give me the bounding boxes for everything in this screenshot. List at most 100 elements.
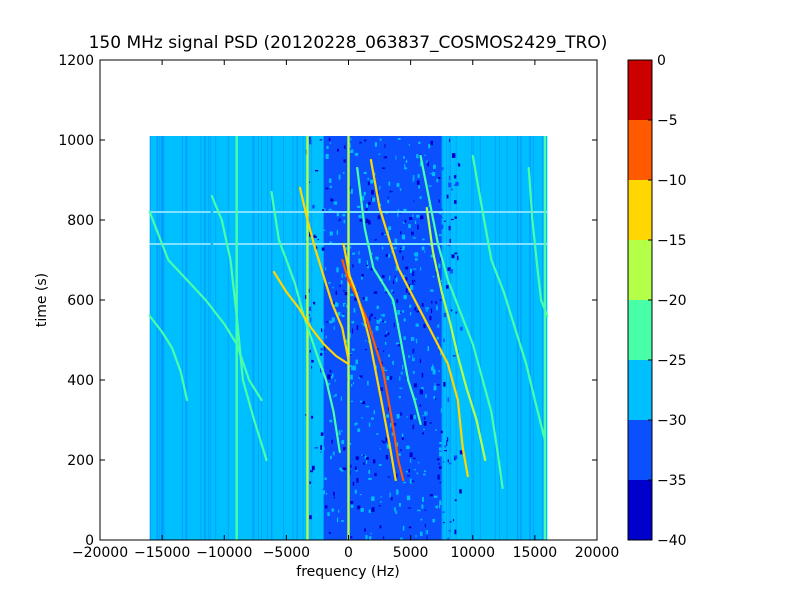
noise-pixel bbox=[365, 535, 368, 540]
noise-pixel bbox=[311, 465, 315, 471]
noise-pixel bbox=[446, 485, 448, 488]
noise-pixel bbox=[319, 180, 323, 185]
y-tick-label: 400 bbox=[67, 373, 94, 389]
noise-pixel bbox=[412, 357, 415, 359]
noise-pixel bbox=[448, 182, 452, 188]
noise-pixel bbox=[387, 196, 389, 199]
noise-pixel bbox=[449, 521, 452, 523]
noise-pixel bbox=[399, 510, 402, 512]
noise-pixel bbox=[376, 240, 380, 244]
noise-pixel bbox=[403, 481, 406, 484]
noise-pixel bbox=[379, 525, 382, 529]
noise-streak bbox=[415, 136, 417, 540]
noise-pixel bbox=[365, 207, 368, 213]
noise-pixel bbox=[372, 459, 376, 464]
noise-pixel bbox=[359, 148, 363, 152]
y-tick-label: 800 bbox=[67, 213, 94, 229]
noise-pixel bbox=[408, 318, 412, 324]
noise-pixel bbox=[435, 226, 439, 232]
noise-pixel bbox=[340, 469, 344, 472]
noise-pixel bbox=[390, 527, 394, 531]
noise-pixel bbox=[320, 222, 322, 227]
noise-pixel bbox=[379, 185, 381, 190]
noise-pixel bbox=[433, 213, 436, 216]
noise-pixel bbox=[364, 139, 367, 142]
noise-pixel bbox=[418, 461, 420, 464]
x-tick-label: 15000 bbox=[513, 545, 558, 561]
colorbar-tick-label: −40 bbox=[657, 533, 687, 549]
noise-pixel bbox=[313, 369, 317, 372]
noise-pixel bbox=[412, 355, 414, 358]
carrier-line bbox=[347, 136, 350, 540]
noise-pixel bbox=[368, 508, 371, 513]
noise-pixel bbox=[448, 462, 452, 465]
noise-pixel bbox=[409, 268, 412, 273]
noise-pixel bbox=[433, 495, 438, 498]
noise-pixel bbox=[419, 404, 422, 407]
noise-pixel bbox=[351, 321, 355, 324]
doppler-track bbox=[369, 158, 469, 478]
noise-pixel bbox=[376, 433, 379, 435]
noise-pixel bbox=[319, 201, 323, 204]
noise-pixel bbox=[419, 196, 422, 199]
noise-pixel bbox=[427, 346, 430, 352]
noise-pixel bbox=[365, 340, 367, 342]
noise-pixel bbox=[367, 380, 369, 386]
noise-pixel bbox=[359, 375, 363, 378]
noise-pixel bbox=[448, 213, 451, 219]
noise-streak bbox=[532, 136, 534, 540]
noise-pixel bbox=[377, 257, 381, 261]
noise-pixel bbox=[374, 472, 377, 477]
noise-pixel bbox=[327, 374, 331, 380]
noise-pixel bbox=[349, 300, 353, 303]
noise-pixel bbox=[341, 440, 345, 445]
noise-pixel bbox=[438, 263, 441, 269]
noise-pixel bbox=[315, 234, 318, 237]
noise-pixel bbox=[352, 252, 356, 255]
noise-pixel bbox=[378, 464, 382, 466]
noise-pixel bbox=[399, 167, 402, 171]
noise-pixel bbox=[404, 164, 406, 168]
noise-pixel bbox=[459, 450, 463, 455]
x-tick-label: 0 bbox=[344, 545, 353, 561]
noise-pixel bbox=[403, 167, 408, 170]
noise-streak bbox=[302, 136, 304, 540]
noise-pixel bbox=[343, 145, 346, 149]
noise-pixel bbox=[433, 385, 437, 391]
noise-pixel bbox=[335, 303, 339, 307]
colorbar-tick-label: −20 bbox=[657, 293, 687, 309]
noise-pixel bbox=[354, 297, 357, 301]
noise-pixel bbox=[435, 505, 439, 509]
noise-pixel bbox=[451, 148, 455, 150]
colorbar-band bbox=[628, 420, 652, 480]
noise-pixel bbox=[325, 267, 327, 271]
noise-pixel bbox=[338, 219, 340, 222]
noise-pixel bbox=[362, 454, 365, 457]
noise-pixel bbox=[410, 447, 413, 451]
noise-pixel bbox=[436, 384, 441, 386]
dark-noise-band bbox=[323, 136, 442, 540]
x-tick-label: −20000 bbox=[72, 545, 128, 561]
noise-streak bbox=[349, 136, 351, 540]
noise-pixel bbox=[319, 493, 322, 497]
noise-pixel bbox=[309, 354, 312, 357]
noise-pixel bbox=[413, 366, 416, 371]
noise-pixel bbox=[444, 430, 447, 436]
noise-streak bbox=[271, 136, 273, 540]
noise-pixel bbox=[421, 302, 424, 307]
noise-streak bbox=[498, 136, 500, 540]
noise-pixel bbox=[441, 195, 444, 201]
noise-pixel bbox=[367, 177, 370, 180]
noise-pixel bbox=[448, 455, 451, 459]
noise-pixel bbox=[406, 190, 409, 194]
noise-pixel bbox=[352, 481, 355, 486]
noise-pixel bbox=[396, 183, 400, 187]
noise-pixel bbox=[421, 234, 425, 237]
noise-pixel bbox=[413, 383, 418, 388]
noise-pixel bbox=[378, 505, 381, 507]
noise-pixel bbox=[416, 180, 420, 185]
noise-pixel bbox=[444, 449, 448, 452]
noise-pixel bbox=[408, 355, 411, 358]
noise-pixel bbox=[455, 148, 459, 152]
noise-pixel bbox=[455, 204, 459, 210]
